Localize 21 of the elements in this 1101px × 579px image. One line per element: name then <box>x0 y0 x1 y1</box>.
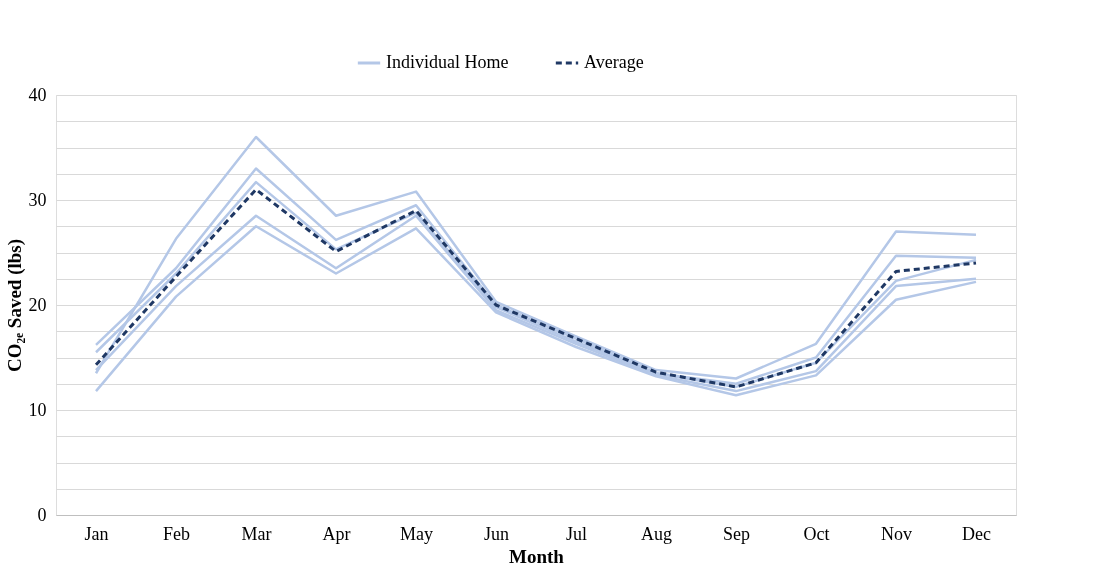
x-tick-label: May <box>400 523 433 544</box>
x-tick-label: Aug <box>641 523 672 544</box>
y-tick-label: 0 <box>37 504 47 525</box>
y-tick-label: 30 <box>28 189 47 210</box>
x-axis-title: Month <box>509 545 565 567</box>
legend-label: Average <box>584 52 644 72</box>
y-tick-label: 20 <box>28 294 47 315</box>
y-tick-label: 10 <box>28 399 47 420</box>
x-tick-label: Jul <box>565 523 588 544</box>
x-tick-label: Feb <box>163 523 190 544</box>
x-tick-label: Dec <box>962 523 991 544</box>
x-tick-label: Sep <box>723 523 750 544</box>
x-tick-label: Jun <box>483 523 510 544</box>
x-tick-label: Oct <box>803 523 830 544</box>
x-tick-label: Jan <box>84 523 109 544</box>
x-tick-label: Apr <box>322 523 351 544</box>
x-tick-label: Nov <box>881 523 912 544</box>
legend-label: Individual Home <box>386 52 509 72</box>
x-tick-label: Mar <box>241 523 272 544</box>
y-axis-title: CO₂ₑ Saved (lbs) <box>3 238 26 373</box>
y-tick-label: 40 <box>28 84 47 105</box>
